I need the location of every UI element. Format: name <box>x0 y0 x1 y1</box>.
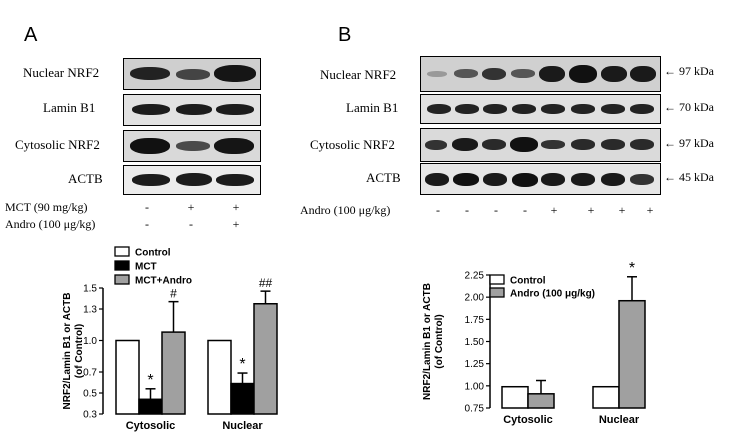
y-tick-label: 1.3 <box>83 305 97 316</box>
condition-label-mct: MCT (90 mg/kg) <box>5 200 88 214</box>
kda-marker: ← 45 kDa <box>664 170 714 185</box>
y-tick-label: 1.50 <box>465 337 485 348</box>
blot-label-cytosolic-nrf2-b: Cytosolic NRF2 <box>310 137 395 152</box>
y-tick-label: 1.75 <box>465 315 485 326</box>
blot-strip-nuclear-nrf2-a <box>123 58 261 90</box>
y-tick-label: 0.75 <box>465 404 485 415</box>
sign: - <box>145 200 149 214</box>
blot-strip-cytosolic-nrf2-b <box>420 128 661 162</box>
sign: - <box>494 203 498 217</box>
x-category-label: Cytosolic <box>126 420 176 432</box>
blot-strip-actb-a <box>123 165 261 195</box>
sign: + <box>232 217 240 231</box>
legend-label: Control <box>510 276 546 287</box>
legend-swatch <box>114 260 130 271</box>
significance-mark: ## <box>259 276 273 290</box>
x-category-label: Nuclear <box>599 414 640 426</box>
blot-strip-lamin-b1-b <box>420 94 661 124</box>
y-tick-label: 0.7 <box>83 368 97 379</box>
x-category-label: Cytosolic <box>503 414 553 426</box>
significance-mark: # <box>170 287 177 301</box>
y-tick-label: 2.00 <box>465 293 485 304</box>
arrow-left-icon: ← <box>664 64 676 78</box>
sign: - <box>189 217 193 231</box>
y-axis-label: NRF2/Lamin B1 or ACTB <box>422 283 433 400</box>
legend-label: Andro (100 μg/kg) <box>510 289 595 300</box>
significance-mark: * <box>629 260 635 277</box>
bar <box>618 299 646 409</box>
sign: - <box>436 203 440 217</box>
significance-mark: * <box>239 356 245 373</box>
kda-label: 97 kDa <box>679 64 714 78</box>
blot-strip-actb-b <box>420 163 661 195</box>
y-tick-label: 0.3 <box>83 410 97 421</box>
blot-label-actb-b: ACTB <box>366 170 401 185</box>
bar-chart-b: 0.75 1.00 1.25 1.50 1.75 2.00 2.25 NRF2/Lamin B… <box>422 260 646 426</box>
arrow-left-icon: ← <box>664 170 676 184</box>
blot-strip-lamin-b1-a <box>123 94 261 126</box>
blot-label-lamin-b1-b: Lamin B1 <box>346 100 399 115</box>
legend-swatch <box>114 246 130 257</box>
bar <box>253 303 278 415</box>
bar <box>138 398 163 415</box>
condition-label-andro-a: Andro (100 μg/kg) <box>5 217 96 231</box>
y-tick-label: 1.0 <box>83 336 97 347</box>
y-tick-label: 1.25 <box>465 359 485 370</box>
y-tick-label: 1.00 <box>465 381 485 392</box>
kda-marker: ← 97 kDa <box>664 136 714 151</box>
y-axis-label: NRF2/Lamin B1 or ACTB <box>62 293 73 410</box>
y-tick-label: 1.5 <box>83 284 97 295</box>
sign: - <box>145 217 149 231</box>
x-category-label: Nuclear <box>222 420 263 432</box>
bar <box>115 339 140 415</box>
blot-strip-cytosolic-nrf2-a <box>123 130 261 162</box>
blot-label-nuclear-nrf2-a: Nuclear NRF2 <box>23 65 100 80</box>
sign: + <box>232 200 240 214</box>
kda-marker: ← 97 kDa <box>664 64 714 79</box>
sign: + <box>187 200 195 214</box>
bar <box>501 385 529 409</box>
legend-swatch <box>489 274 505 285</box>
condition-label-andro-b: Andro (100 μg/kg) <box>300 203 391 217</box>
arrow-left-icon: ← <box>664 136 676 150</box>
legend-label: MCT <box>135 262 157 273</box>
panel-a-letter: A <box>24 24 38 46</box>
blot-label-lamin-b1-a: Lamin B1 <box>43 100 96 115</box>
kda-label: 45 kDa <box>679 170 714 184</box>
legend-swatch <box>114 274 130 285</box>
kda-label: 70 kDa <box>679 100 714 114</box>
sign: + <box>618 203 626 217</box>
sign: - <box>523 203 527 217</box>
bar <box>161 331 186 415</box>
bar <box>230 382 255 415</box>
blot-strip-nuclear-nrf2-b <box>420 56 661 92</box>
kda-marker: ← 70 kDa <box>664 100 714 115</box>
bar <box>207 339 232 415</box>
legend-swatch <box>489 287 505 298</box>
y-tick-label: 0.5 <box>83 389 97 400</box>
blot-label-cytosolic-nrf2-a: Cytosolic NRF2 <box>15 137 100 152</box>
significance-mark: * <box>147 372 153 389</box>
bar-chart-a: 0.3 0.5 0.7 1.0 1.3 1.5 NRF2/Lamin B1 or ACTB(… <box>62 246 278 432</box>
legend-label: Control <box>135 248 171 259</box>
y-tick-label: 2.25 <box>465 271 485 282</box>
legend-label: MCT+Andro <box>135 276 192 287</box>
sign: - <box>465 203 469 217</box>
panel-b-letter: B <box>338 24 352 46</box>
y-axis-label: (of Control) <box>74 324 85 378</box>
blot-label-nuclear-nrf2-b: Nuclear NRF2 <box>320 67 397 82</box>
arrow-left-icon: ← <box>664 100 676 114</box>
blot-label-actb-a: ACTB <box>68 171 103 186</box>
bar <box>527 393 555 409</box>
kda-label: 97 kDa <box>679 136 714 150</box>
sign: + <box>550 203 558 217</box>
sign: + <box>587 203 595 217</box>
y-axis-label: (of Control) <box>434 314 445 368</box>
bar <box>592 385 620 409</box>
sign: + <box>646 203 654 217</box>
